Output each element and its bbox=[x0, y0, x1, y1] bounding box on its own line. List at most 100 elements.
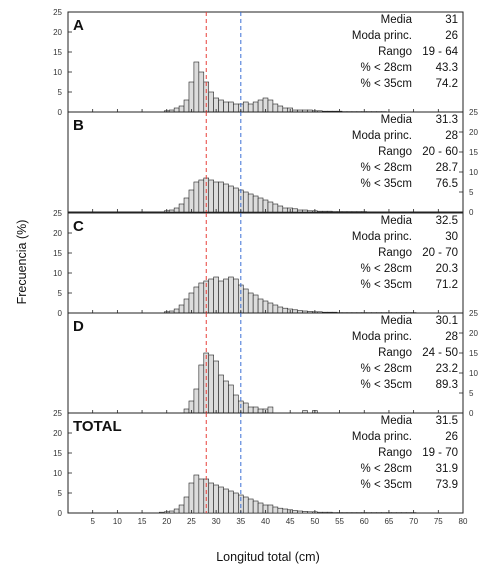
histogram-bar bbox=[213, 484, 219, 514]
histogram-bar bbox=[242, 101, 249, 113]
histogram-bar bbox=[307, 511, 313, 514]
stat-value-media: 31.5 bbox=[436, 415, 458, 427]
histogram-bar bbox=[178, 304, 185, 314]
stat-value-pct35: 74.2 bbox=[436, 78, 458, 90]
stat-label-moda: Moda princ. bbox=[352, 30, 412, 42]
histogram-bar bbox=[173, 207, 180, 213]
histogram-bar bbox=[193, 61, 200, 113]
histogram-bar bbox=[193, 181, 200, 213]
stat-label-media: Media bbox=[381, 315, 413, 327]
x-tick-label: 20 bbox=[162, 517, 171, 526]
histogram-bar bbox=[247, 103, 254, 113]
histogram-bar bbox=[292, 510, 298, 514]
histogram-bar bbox=[272, 103, 279, 113]
stat-value-rango: 19 - 64 bbox=[422, 46, 458, 58]
stat-value-pct35: 89.3 bbox=[436, 379, 458, 391]
y-tick-label: 20 bbox=[469, 128, 478, 137]
histogram-bar bbox=[307, 210, 313, 213]
y-tick-label: 0 bbox=[469, 208, 474, 217]
stat-value-media: 32.5 bbox=[436, 215, 458, 227]
histogram-bar bbox=[282, 508, 289, 514]
histogram-bar bbox=[178, 203, 185, 213]
y-tick-label: 20 bbox=[469, 329, 478, 338]
histogram-bar bbox=[252, 406, 259, 414]
x-tick-label: 70 bbox=[409, 517, 418, 526]
histogram-bar bbox=[183, 298, 190, 314]
x-tick-label: 5 bbox=[90, 517, 95, 526]
histogram-bar bbox=[317, 511, 323, 514]
stat-value-moda: 26 bbox=[445, 431, 458, 443]
histogram-bar bbox=[173, 308, 180, 314]
stat-value-moda: 26 bbox=[445, 30, 458, 42]
histogram-bar bbox=[321, 511, 328, 514]
y-tick-label: 20 bbox=[53, 229, 62, 238]
histogram-bar bbox=[188, 81, 195, 113]
histogram-bar bbox=[208, 278, 214, 314]
histogram-bar bbox=[257, 408, 264, 414]
y-tick-label: 25 bbox=[53, 409, 62, 418]
y-tick-label: 15 bbox=[53, 48, 62, 57]
stat-label-media: Media bbox=[381, 114, 413, 126]
stat-label-pct28: % < 28cm bbox=[361, 363, 412, 375]
stat-label-media: Media bbox=[381, 215, 413, 227]
x-axis-title: Longitud total (cm) bbox=[216, 550, 320, 564]
stat-value-pct28: 20.3 bbox=[436, 263, 458, 275]
stat-value-rango: 20 - 60 bbox=[422, 146, 458, 158]
stat-label-media: Media bbox=[381, 14, 413, 26]
stat-value-pct35: 76.5 bbox=[436, 178, 458, 190]
stat-label-pct28: % < 28cm bbox=[361, 463, 412, 475]
histogram-bar bbox=[188, 482, 195, 514]
stat-value-moda: 28 bbox=[445, 331, 458, 343]
stat-label-pct35: % < 35cm bbox=[361, 178, 412, 190]
y-tick-label: 5 bbox=[58, 489, 63, 498]
stat-label-pct35: % < 35cm bbox=[361, 479, 412, 491]
histogram-bar bbox=[252, 500, 259, 514]
y-tick-label: 25 bbox=[469, 309, 478, 318]
y-tick-label: 25 bbox=[53, 8, 62, 17]
y-tick-label: 0 bbox=[58, 108, 63, 117]
panel-label-a: A bbox=[73, 17, 84, 34]
histogram-bar bbox=[252, 101, 259, 113]
y-tick-label: 10 bbox=[53, 269, 62, 278]
histogram-bar bbox=[228, 101, 234, 113]
histogram-bar bbox=[223, 488, 229, 514]
histogram-bar bbox=[277, 105, 284, 113]
histogram-bar bbox=[233, 492, 239, 514]
histogram-bar bbox=[282, 307, 289, 314]
histogram-bar bbox=[223, 183, 229, 213]
histogram-bar bbox=[178, 105, 185, 113]
y-tick-label: 10 bbox=[53, 68, 62, 77]
stat-label-moda: Moda princ. bbox=[352, 331, 412, 343]
histogram-bar bbox=[257, 502, 264, 514]
histogram-bar bbox=[198, 478, 205, 514]
histogram-bar bbox=[198, 71, 205, 113]
histogram-bar bbox=[159, 511, 165, 514]
histogram-bar bbox=[228, 276, 234, 314]
histogram-bar bbox=[297, 209, 303, 213]
histogram-bar bbox=[233, 187, 239, 213]
stat-label-rango: Rango bbox=[378, 146, 412, 158]
stat-label-pct35: % < 35cm bbox=[361, 279, 412, 291]
histogram-bar bbox=[193, 388, 200, 414]
stat-label-rango: Rango bbox=[378, 447, 412, 459]
histogram-bar bbox=[168, 209, 175, 213]
panel-c: 0 5 10 15 20 25 C Media 32.5 Moda princ. 30 Rango 20… bbox=[53, 209, 464, 318]
histogram-bar bbox=[317, 210, 323, 213]
histogram-bar bbox=[242, 496, 249, 514]
y-tick-label: 10 bbox=[469, 168, 478, 177]
histogram-bar bbox=[302, 511, 308, 514]
x-tick-label: 10 bbox=[113, 517, 122, 526]
histogram-bar bbox=[198, 364, 205, 414]
x-tick-label: 65 bbox=[384, 517, 393, 526]
histogram-bar bbox=[247, 193, 254, 213]
histogram-bar bbox=[208, 354, 214, 414]
histogram-bar bbox=[247, 292, 254, 314]
stat-value-media: 31.3 bbox=[436, 114, 458, 126]
x-tick-label: 35 bbox=[236, 517, 245, 526]
histogram-bar bbox=[208, 482, 214, 514]
histogram-bar bbox=[252, 195, 259, 213]
histogram-bar bbox=[277, 507, 284, 514]
panel-b: 0 5 10 15 20 25 B Media 31.3 Moda princ. 28 Rango 20… bbox=[67, 108, 478, 217]
histogram-bar bbox=[223, 380, 229, 414]
histogram-bar bbox=[238, 189, 244, 213]
